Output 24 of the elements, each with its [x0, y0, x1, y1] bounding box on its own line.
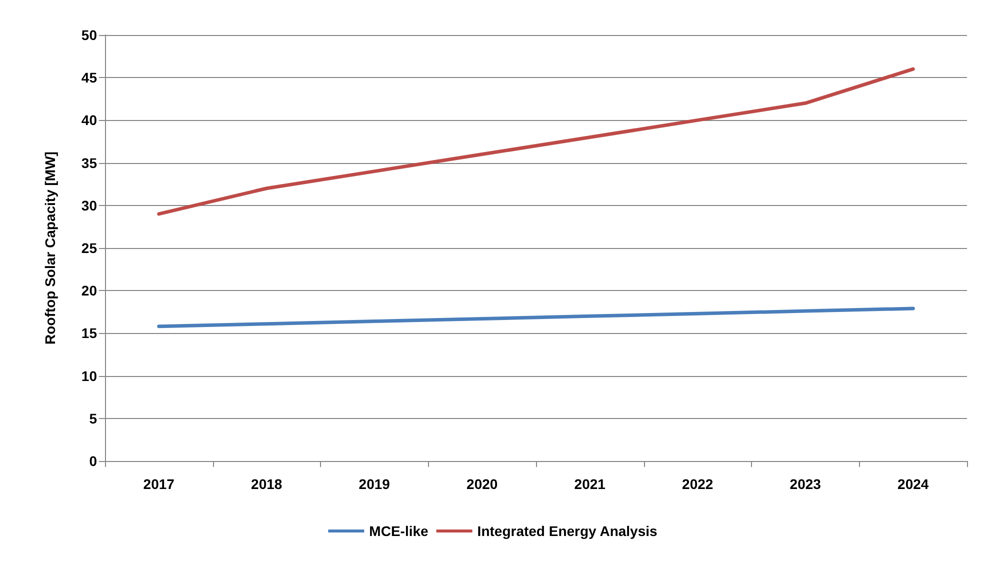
y-tick-label: 45 — [81, 70, 98, 86]
y-tick-label: 25 — [81, 240, 98, 256]
legend-label: MCE-like — [369, 523, 429, 539]
x-tick-label: 2024 — [898, 476, 929, 492]
y-tick-label: 40 — [81, 112, 98, 128]
y-tick-label: 35 — [81, 154, 98, 171]
y-tick-label: 50 — [81, 27, 98, 43]
line-series — [157, 306, 915, 328]
x-tick-label: 2019 — [358, 476, 390, 492]
line-series — [157, 67, 915, 216]
x-tick-label: 2017 — [143, 476, 175, 492]
y-tick-label: 10 — [81, 368, 98, 384]
y-axis-title: Rooftop Solar Capacity [MW] — [42, 152, 58, 344]
y-tick-label: 0 — [89, 453, 98, 469]
y-tick-label: 15 — [81, 325, 98, 342]
x-tick-label: 2022 — [682, 476, 714, 492]
x-tick-label: 2023 — [790, 476, 822, 492]
y-tick-label: 5 — [89, 410, 98, 426]
y-tick-label: 20 — [81, 282, 98, 299]
x-tick-label: 2018 — [251, 476, 282, 492]
y-tick-label: 30 — [81, 197, 98, 214]
x-tick-label: 2020 — [466, 476, 498, 492]
legend-label: Integrated Energy Analysis — [477, 523, 658, 539]
x-tick-label: 2021 — [574, 476, 606, 492]
